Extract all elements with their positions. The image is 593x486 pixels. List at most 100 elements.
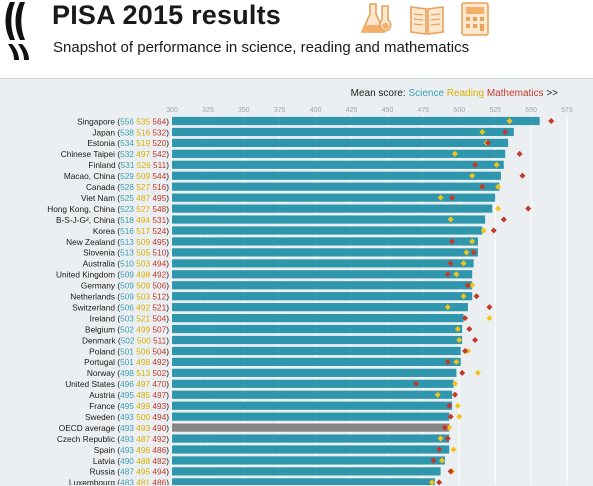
reading-marker — [451, 380, 458, 387]
legend-mathematics[interactable]: Mathematics — [486, 88, 544, 99]
reading-marker — [447, 216, 454, 223]
science-bar — [172, 138, 509, 147]
science-score: 523 — [120, 204, 134, 214]
science-score: 525 — [120, 193, 134, 203]
calculator-icon — [461, 2, 489, 36]
mathematics-score: 510 — [152, 248, 166, 258]
science-score: 509 — [120, 292, 134, 302]
mathematics-marker — [446, 402, 453, 409]
country-name: Netherlands ( — [70, 292, 120, 302]
legend-science[interactable]: Science — [408, 88, 445, 99]
mathematics-score: 511 — [153, 335, 167, 345]
country-label: Luxembourg (483 481 486) — [69, 478, 169, 485]
mathematics-marker — [516, 150, 523, 157]
mathematics-score: 520 — [152, 138, 166, 148]
reading-marker — [463, 249, 470, 256]
mathematics-score: 492 — [152, 357, 166, 367]
country-name: ) — [166, 204, 169, 214]
country-name: ) — [166, 259, 169, 269]
score-chart: 300 325 350 375 400 425 450 475 500 525 550 575 Sing… — [47, 107, 573, 485]
reading-marker — [493, 161, 500, 168]
mathematics-score: 521 — [152, 302, 166, 312]
reading-marker — [444, 304, 451, 311]
mathematics-score: 511 — [153, 160, 167, 170]
science-bar — [172, 412, 450, 421]
legend-reading[interactable]: Reading — [446, 88, 485, 99]
country-name: Sweden ( — [85, 412, 120, 422]
country-label: Latvia (490 488 482) — [93, 456, 169, 466]
mathematics-marker — [548, 118, 555, 124]
reading-marker — [460, 260, 467, 267]
country-name: ) — [166, 390, 169, 400]
page-subtitle: Snapshot of performance in science, read… — [53, 39, 470, 56]
science-bar — [172, 182, 500, 191]
reading-score: 527 — [136, 204, 150, 214]
country-label: Austria (495 485 497) — [89, 390, 169, 400]
science-bar — [172, 346, 461, 356]
mathematics-score: 564 — [152, 116, 166, 126]
mathematics-score: 504 — [152, 346, 166, 356]
science-bar — [172, 467, 441, 476]
country-name: Korea ( — [93, 226, 120, 236]
reading-marker — [446, 424, 453, 431]
science-score: 556 — [120, 116, 134, 126]
mathematics-score: 494 — [152, 467, 166, 477]
tick-label: 425 — [346, 107, 358, 114]
mathematics-score: 548 — [152, 204, 166, 214]
science-bar — [172, 303, 468, 312]
country-name: ) — [166, 467, 169, 477]
country-name: ) — [166, 270, 169, 280]
reading-marker — [428, 479, 435, 485]
reading-marker — [480, 227, 487, 234]
reading-marker — [469, 172, 476, 179]
science-bar — [172, 445, 450, 454]
country-label: Portugal (501 498 492) — [84, 357, 169, 367]
mathematics-score: 542 — [152, 149, 166, 159]
tick-label: 300 — [166, 107, 178, 114]
reading-score: 509 — [136, 281, 150, 291]
book-icon — [410, 6, 444, 35]
science-score: 528 — [120, 182, 134, 192]
mathematics-marker — [462, 315, 469, 322]
science-score: 532 — [120, 149, 134, 159]
mathematics-marker — [459, 369, 466, 376]
mathematics-score: 516 — [152, 182, 166, 192]
mathematics-score: 502 — [152, 368, 166, 378]
country-label: Finland (531 526 511) — [88, 160, 169, 170]
country-label: Norway (498 513 502) — [87, 368, 169, 378]
reading-score: 535 — [136, 116, 150, 126]
mathematics-marker — [486, 304, 493, 311]
science-bar — [172, 215, 486, 224]
science-score: 513 — [120, 237, 134, 247]
country-name: ) — [166, 116, 169, 126]
science-score: 495 — [120, 390, 134, 400]
reading-marker — [454, 402, 461, 409]
mathematics-marker — [413, 380, 420, 387]
science-score: 516 — [120, 226, 134, 236]
reading-score: 517 — [136, 226, 150, 236]
country-name: Japan ( — [92, 127, 120, 137]
reading-score: 485 — [136, 390, 150, 400]
country-name: ) — [166, 368, 169, 378]
science-score: 509 — [120, 270, 134, 280]
country-label: United Kingdom (509 498 492) — [56, 270, 169, 280]
country-name: Slovenia ( — [83, 248, 120, 258]
legend-more-arrow[interactable]: >> — [546, 88, 558, 99]
mathematics-score: 506 — [152, 281, 166, 291]
legend-prefix: Mean score: — [350, 88, 406, 99]
mathematics-score: 497 — [152, 390, 166, 400]
mathematics-score: 544 — [152, 171, 166, 181]
science-bar — [172, 281, 473, 290]
reading-marker — [479, 128, 486, 135]
country-name: ) — [166, 149, 169, 159]
mathematics-marker — [473, 293, 480, 300]
country-name: ) — [166, 412, 169, 422]
country-name: ) — [166, 379, 169, 389]
header: PISA 2015 results Snapshot of performanc… — [0, 0, 593, 78]
legend: Mean score: Science Reading Mathematics … — [351, 88, 558, 99]
country-name: ) — [166, 138, 169, 148]
country-label: Switzerland (506 492 521) — [72, 302, 169, 312]
country-label: Australia (510 503 494) — [83, 259, 170, 269]
science-score: 496 — [120, 379, 134, 389]
tick-label: 450 — [382, 107, 394, 114]
